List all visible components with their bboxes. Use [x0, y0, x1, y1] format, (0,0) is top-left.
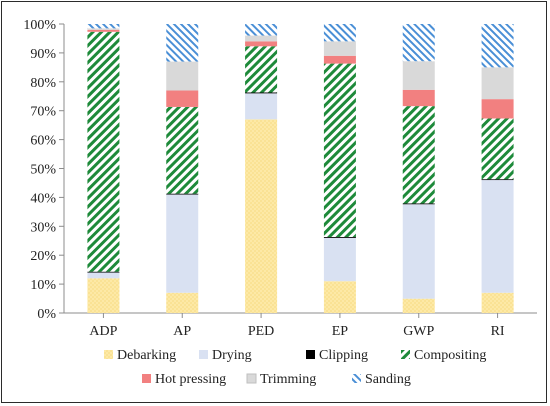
legend-swatch-drying: [199, 350, 208, 359]
y-tick-label: 40%: [30, 191, 56, 206]
bar-segment-compositing-gwp: [402, 106, 435, 204]
bar-segment-drying-ap: [166, 194, 199, 293]
bars: [87, 24, 514, 314]
bar-segment-debarking-adp: [87, 278, 120, 313]
bar-segment-trimming-ped: [245, 35, 278, 42]
y-tick-label: 90%: [30, 47, 56, 62]
bar-segment-debarking-gwp: [402, 298, 435, 313]
bar-segment-drying-gwp: [402, 204, 435, 299]
y-tick-labels: 0% 10% 20% 30% 40% 50% 60% 70% 80% 90% 100%: [23, 18, 56, 322]
y-tick-label: 50%: [30, 163, 56, 178]
x-tick-label: RI: [491, 324, 505, 339]
bar-segment-compositing-adp: [87, 31, 120, 272]
legend-label-drying: Drying: [212, 348, 252, 363]
legend-label-debarking: Debarking: [117, 348, 176, 363]
y-tick-label: 20%: [30, 249, 56, 264]
bar-segment-debarking-ri: [481, 292, 514, 313]
bar-segment-drying-ped: [245, 93, 278, 120]
y-tick-label: 60%: [30, 134, 56, 149]
bar-segment-trimming-gwp: [402, 61, 435, 90]
legend-swatch-compositing: [401, 350, 410, 359]
y-tick-label: 30%: [30, 220, 56, 235]
bar-segment-clipping-ap: [166, 193, 199, 195]
legend-swatch-sanding: [352, 374, 361, 383]
bar-segment-hot-pressing-ep: [323, 55, 356, 64]
legend-label-compositing: Compositing: [414, 348, 486, 363]
bar-segment-hot-pressing-ap: [166, 90, 199, 107]
x-tick-label: ADP: [89, 324, 117, 339]
legend-swatch-trimming: [246, 373, 257, 384]
y-tick-label: 100%: [23, 18, 56, 33]
bar-segment-clipping-adp: [87, 271, 120, 273]
legend-label-trimming: Trimming: [260, 372, 316, 387]
legend-label-hot-pressing: Hot pressing: [155, 372, 226, 387]
legend-label-clipping: Clipping: [319, 348, 368, 363]
x-tick-label: AP: [173, 324, 191, 339]
bar-segment-clipping-ri: [481, 179, 514, 181]
bar-segment-sanding-ep: [323, 24, 356, 42]
legend-swatch-clipping: [306, 350, 315, 359]
bar-segment-trimming-ep: [323, 41, 356, 56]
bar-segment-clipping-gwp: [402, 203, 435, 205]
y-tick-label: 10%: [30, 278, 56, 293]
bar-segment-compositing-ap: [166, 106, 199, 194]
legend-swatch-hot-pressing: [142, 374, 151, 383]
bar-segment-sanding-ri: [481, 24, 514, 68]
axes: [59, 23, 537, 318]
legend: Debarking Drying Clipping Compositing Hot pr…: [104, 348, 486, 387]
bar-segment-sanding-ped: [245, 24, 278, 36]
bar-segment-drying-ep: [323, 237, 356, 282]
bar-segment-clipping-ped: [245, 92, 278, 94]
bar-segment-debarking-ep: [323, 281, 356, 313]
bar-segment-compositing-ped: [245, 46, 278, 93]
x-tick-labels: ADP AP PED EP GWP RI: [89, 324, 505, 339]
legend-label-sanding: Sanding: [365, 372, 411, 387]
legend-swatch-debarking: [104, 350, 113, 359]
bar-segment-compositing-ep: [323, 63, 356, 237]
x-tick-label: GWP: [403, 324, 434, 339]
bar-segment-trimming-adp: [87, 28, 120, 30]
bar-segment-compositing-ri: [481, 118, 514, 180]
bar-segment-trimming-ap: [166, 61, 199, 91]
bar-segment-debarking-ped: [245, 119, 278, 314]
bar-segment-hot-pressing-adp: [87, 29, 120, 32]
bar-segment-sanding-adp: [87, 24, 120, 29]
bar-segment-sanding-ap: [166, 24, 199, 62]
y-tick-label: 0%: [37, 307, 56, 322]
y-tick-label: 80%: [30, 76, 56, 91]
bar-segment-drying-ri: [481, 180, 514, 293]
bar-segment-hot-pressing-gwp: [402, 89, 435, 107]
y-tick-label: 70%: [30, 105, 56, 120]
bar-segment-hot-pressing-ri: [481, 99, 514, 119]
bar-segment-clipping-ep: [323, 236, 356, 238]
bar-segment-debarking-ap: [166, 292, 199, 313]
bar-segment-trimming-ri: [481, 67, 514, 100]
bar-segment-sanding-gwp: [402, 24, 435, 62]
x-tick-label: PED: [248, 324, 274, 339]
bar-segment-hot-pressing-ped: [245, 41, 278, 47]
x-tick-label: EP: [332, 324, 349, 339]
bar-segment-drying-adp: [87, 272, 120, 279]
